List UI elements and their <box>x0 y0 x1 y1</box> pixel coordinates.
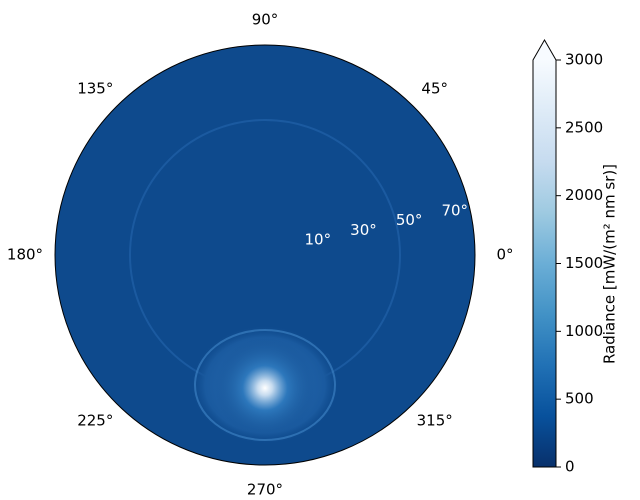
theta-tick-label: 270° <box>247 481 283 497</box>
r-tick-label: 30° <box>350 221 377 239</box>
theta-tick-label: 0° <box>496 246 513 264</box>
colorbar-label: Radiance [mW/(m² nm sr)] <box>601 164 619 364</box>
r-tick-label: 70° <box>441 202 468 220</box>
colorbar-extend <box>533 40 556 60</box>
colorbar-tick-label: 1500 <box>565 254 603 272</box>
colorbar-tick-label: 2000 <box>565 186 603 204</box>
theta-tick-label: 315° <box>417 412 453 430</box>
theta-tick-label: 225° <box>77 412 113 430</box>
colorbar-tick-label: 0 <box>565 458 575 476</box>
colorbar-tick-label: 2500 <box>565 118 603 136</box>
colorbar-outline <box>532 38 557 468</box>
colorbar-tick-label: 500 <box>565 390 594 408</box>
theta-tick-label: 90° <box>252 11 279 29</box>
polar-frame <box>54 44 476 466</box>
theta-tick-label: 135° <box>77 79 113 97</box>
colorbar-tick-label: 1000 <box>565 322 603 340</box>
theta-tick-label: 45° <box>421 79 448 97</box>
sky-image <box>55 45 475 465</box>
colorbar-tick-label: 3000 <box>565 51 603 69</box>
theta-tick-label: 180° <box>7 246 43 264</box>
r-tick-label: 10° <box>305 231 332 249</box>
r-tick-label: 50° <box>396 211 423 229</box>
colorbar: 0 500 1000 1500 2000 2500 3000 <box>532 38 603 476</box>
colorbar-fill <box>533 60 556 467</box>
